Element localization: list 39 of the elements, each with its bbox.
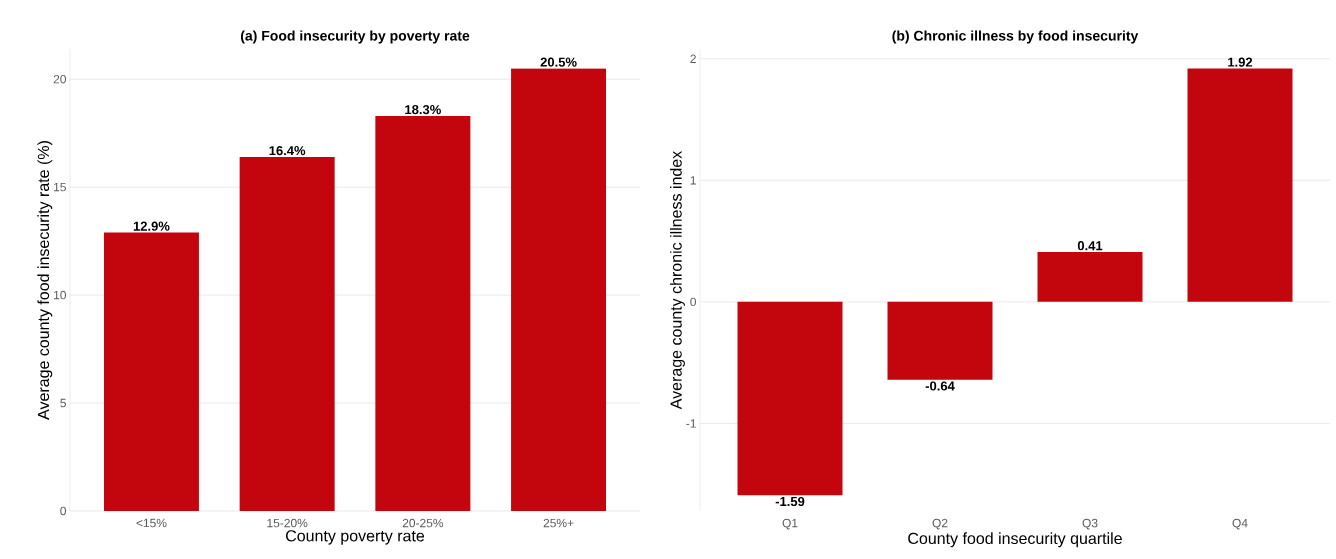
chart-title: (a) Food insecurity by poverty rate: [240, 30, 470, 44]
y-tick-label: 1: [690, 176, 696, 185]
data-label: 18.3%: [405, 104, 441, 115]
y-axis-title: Average county chronic illness index: [670, 150, 685, 410]
y-tick-label: 10: [54, 290, 67, 300]
bar: [737, 301, 843, 496]
data-label: -1.59: [775, 496, 805, 507]
chart-title: (b) Chronic illness by food insecurity: [892, 30, 1139, 44]
bar: [375, 115, 471, 511]
y-tick-label: 5: [60, 398, 66, 408]
bar: [511, 68, 607, 511]
y-tick-label: -1: [686, 419, 696, 428]
data-label: 16.4%: [269, 146, 306, 156]
x-tick-label: Q2: [932, 518, 948, 530]
bar: [1187, 68, 1293, 302]
y-tick-label: 15: [54, 182, 66, 192]
data-label: 20.5%: [540, 57, 577, 67]
bar: [103, 232, 199, 511]
data-label: -0.64: [925, 381, 955, 391]
bar: [887, 301, 993, 380]
x-tick-label: <15%: [136, 518, 167, 528]
y-tick-label: 2: [690, 54, 696, 63]
data-label: 1.92: [1228, 57, 1253, 67]
x-tick-label: Q4: [1232, 518, 1248, 530]
data-label: 0.41: [1077, 241, 1103, 251]
x-tick-label: 25%+: [543, 518, 574, 528]
x-tick-label: 20-25%: [402, 518, 444, 528]
bar: [239, 156, 335, 511]
x-tick-label: Q1: [782, 518, 798, 530]
x-tick-label: Q3: [1082, 518, 1098, 530]
x-tick-label: 15-20%: [267, 518, 308, 528]
y-tick-label: 0: [690, 297, 697, 307]
y-axis-title: Average county food insecurity rate (%): [37, 141, 53, 420]
y-tick-label: 0: [60, 506, 67, 516]
x-axis-title: County poverty rate: [286, 530, 425, 545]
data-label: 12.9%: [133, 221, 170, 231]
bar: [1037, 252, 1143, 302]
y-tick-label: 20: [53, 74, 67, 84]
x-axis-title: County food insecurity quartile: [908, 532, 1122, 548]
